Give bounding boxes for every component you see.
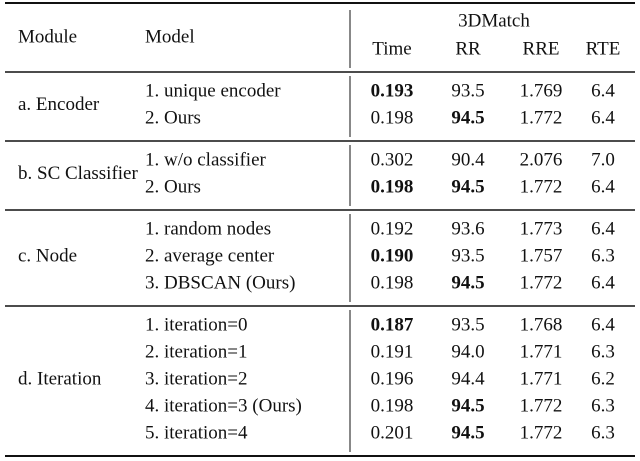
value-cell: 1.757 xyxy=(520,245,563,266)
value-cell: 1.768 xyxy=(520,314,563,335)
value-cell: 0.187 xyxy=(371,314,414,335)
model-cell: 1. unique encoder xyxy=(145,80,281,101)
value-cell: 0.191 xyxy=(371,341,414,362)
value-cell: 6.3 xyxy=(591,341,615,362)
model-cell: 2. iteration=1 xyxy=(145,341,248,362)
value-cell: 6.4 xyxy=(591,107,615,128)
module-header: Module xyxy=(18,26,77,47)
model-cell: 2. Ours xyxy=(145,107,201,128)
value-cell: 94.4 xyxy=(451,368,485,389)
module-cell: d. Iteration xyxy=(18,368,102,389)
value-cell: 94.5 xyxy=(451,176,484,197)
value-cell: 6.4 xyxy=(591,272,615,293)
value-cell: 0.198 xyxy=(371,395,414,416)
metric-header: Time xyxy=(372,38,411,59)
value-cell: 0.198 xyxy=(371,176,414,197)
model-header: Model xyxy=(145,26,195,47)
model-cell: 1. random nodes xyxy=(145,218,271,239)
model-cell: 1. iteration=0 xyxy=(145,314,248,335)
metric-header: RTE xyxy=(586,38,621,59)
model-cell: 2. Ours xyxy=(145,176,201,197)
value-cell: 6.4 xyxy=(591,80,615,101)
value-cell: 1.771 xyxy=(520,341,563,362)
value-cell: 6.4 xyxy=(591,176,615,197)
value-cell: 0.193 xyxy=(371,80,414,101)
module-cell: b. SC Classifier xyxy=(18,163,138,184)
value-cell: 94.5 xyxy=(451,395,484,416)
value-cell: 94.5 xyxy=(451,107,484,128)
value-cell: 0.198 xyxy=(371,272,414,293)
value-cell: 1.769 xyxy=(520,80,563,101)
value-cell: 1.771 xyxy=(520,368,563,389)
value-cell: 6.2 xyxy=(591,368,615,389)
value-cell: 6.3 xyxy=(591,395,615,416)
model-cell: 1. w/o classifier xyxy=(145,149,267,170)
module-cell: c. Node xyxy=(18,245,77,266)
dataset-header: 3DMatch xyxy=(458,10,530,31)
value-cell: 0.190 xyxy=(371,245,414,266)
value-cell: 94.5 xyxy=(451,422,484,443)
value-cell: 93.5 xyxy=(451,80,484,101)
model-cell: 2. average center xyxy=(145,245,275,266)
value-cell: 6.4 xyxy=(591,218,615,239)
value-cell: 0.302 xyxy=(371,149,414,170)
value-cell: 6.4 xyxy=(591,314,615,335)
value-cell: 1.772 xyxy=(520,272,563,293)
value-cell: 0.198 xyxy=(371,107,414,128)
value-cell: 6.3 xyxy=(591,245,615,266)
value-cell: 0.196 xyxy=(371,368,414,389)
model-cell: 5. iteration=4 xyxy=(145,422,248,443)
metric-header: RR xyxy=(455,38,481,59)
value-cell: 1.772 xyxy=(520,395,563,416)
model-cell: 4. iteration=3 (Ours) xyxy=(145,395,302,416)
value-cell: 93.5 xyxy=(451,245,484,266)
value-cell: 90.4 xyxy=(451,149,485,170)
value-cell: 1.772 xyxy=(520,107,563,128)
module-cell: a. Encoder xyxy=(18,94,100,115)
metric-header: RRE xyxy=(523,38,560,59)
value-cell: 93.6 xyxy=(451,218,484,239)
value-cell: 0.201 xyxy=(371,422,414,443)
model-cell: 3. iteration=2 xyxy=(145,368,248,389)
value-cell: 6.3 xyxy=(591,422,615,443)
value-cell: 0.192 xyxy=(371,218,414,239)
model-cell: 3. DBSCAN (Ours) xyxy=(145,272,295,293)
value-cell: 93.5 xyxy=(451,314,484,335)
value-cell: 94.0 xyxy=(451,341,484,362)
value-cell: 1.772 xyxy=(520,176,563,197)
value-cell: 2.076 xyxy=(520,149,563,170)
value-cell: 94.5 xyxy=(451,272,484,293)
value-cell: 7.0 xyxy=(591,149,615,170)
value-cell: 1.773 xyxy=(520,218,563,239)
value-cell: 1.772 xyxy=(520,422,563,443)
